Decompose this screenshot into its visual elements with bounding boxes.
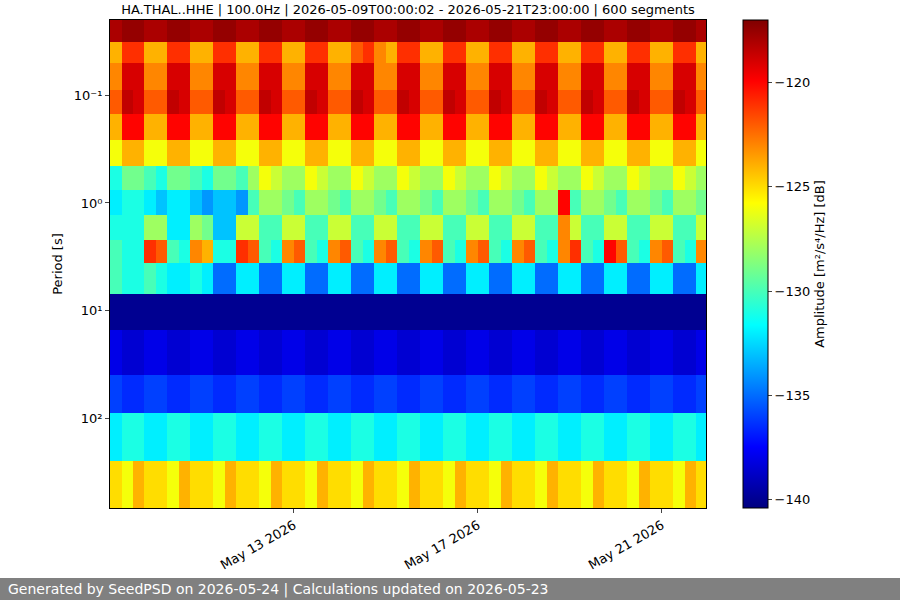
html-text:Generated by SeedPSD on 2026-0: Generated by SeedPSD on 2026-05-24 | Cal… xyxy=(8,581,549,597)
svg-text:−135: −135 xyxy=(775,388,811,403)
svg-text:May 13 2026: May 13 2026 xyxy=(218,517,299,572)
svg-text:−140: −140 xyxy=(775,492,811,507)
svg-text:10⁻¹: 10⁻¹ xyxy=(74,88,103,103)
svg-text:Period [s]: Period [s] xyxy=(50,233,65,295)
svg-text:10⁰: 10⁰ xyxy=(81,196,103,211)
svg-text:10¹: 10¹ xyxy=(81,303,103,318)
svg-text:HA.THAL..HHE | 100.0Hz | 2026-: HA.THAL..HHE | 100.0Hz | 2026-05-09T00:0… xyxy=(121,2,695,17)
svg-text:−120: −120 xyxy=(775,75,811,90)
svg-text:Amplitude [m²/s⁴/Hz] [dB]: Amplitude [m²/s⁴/Hz] [dB] xyxy=(812,180,827,348)
svg-text:10²: 10² xyxy=(81,411,103,426)
svg-text:May 21 2026: May 21 2026 xyxy=(586,517,667,572)
svg-text:−125: −125 xyxy=(775,179,811,194)
svg-text:−130: −130 xyxy=(775,284,811,299)
svg-text:May 17 2026: May 17 2026 xyxy=(402,517,483,572)
